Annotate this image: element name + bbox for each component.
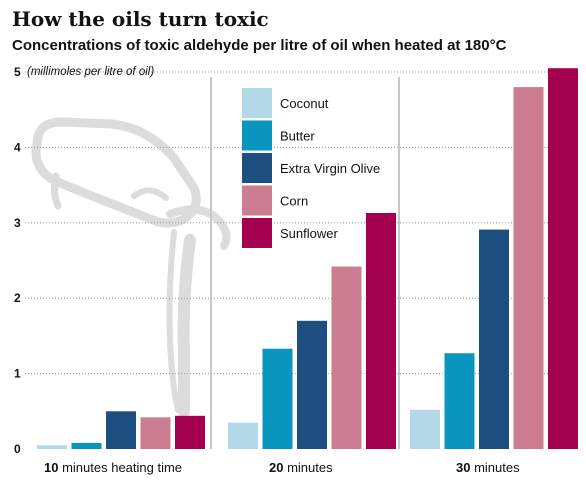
bar-butter-group-2 [262, 348, 293, 449]
legend-swatch [242, 185, 272, 216]
group-dividers [210, 77, 400, 449]
bar-corn-group-2 [331, 266, 362, 449]
bar-extra-virgin-olive-group-3 [479, 229, 509, 449]
legend-swatch [242, 120, 272, 151]
legend: Coconut Butter Extra Virgin Olive Corn Sunfl… [242, 88, 380, 248]
chart-subtitle: Concentrations of toxic aldehyde per lit… [12, 37, 507, 54]
bar-coconut-group-3 [410, 409, 440, 449]
x-category-label: 20 minutes [269, 460, 333, 475]
oil-pour-icon [31, 117, 231, 418]
x-category-label: 30 minutes [456, 460, 520, 475]
y-tick-label: 3 [14, 216, 21, 230]
x-axis-categories: 10 minutes heating time 20 minutes 30 minu… [44, 460, 520, 475]
chart-title: How the oils turn toxic [12, 7, 269, 31]
bar-butter-group-3 [444, 353, 475, 449]
y-tick-label: 0 [14, 442, 21, 456]
legend-label: Coconut [280, 96, 329, 111]
legend-label: Extra Virgin Olive [280, 161, 380, 176]
bar-extra-virgin-olive-group-1 [106, 411, 136, 449]
bar-sunflower-group-3 [548, 68, 578, 449]
y-tick-label: 1 [14, 367, 21, 381]
y-tick-label: 2 [14, 291, 21, 305]
bar-coconut-group-2 [228, 422, 258, 449]
bar-extra-virgin-olive-group-2 [297, 320, 327, 449]
y-tick-label: 5 [14, 65, 21, 79]
bar-sunflower-group-2 [366, 212, 396, 449]
bar-coconut-group-1 [37, 445, 67, 449]
bar-butter-group-1 [71, 442, 102, 449]
bar-corn-group-1 [140, 417, 171, 449]
legend-swatch [242, 88, 272, 118]
legend-swatch [242, 153, 272, 183]
x-category-label: 10 minutes heating time [44, 460, 182, 475]
y-axis-ticks: 0 1 2 3 4 5 [14, 65, 21, 456]
legend-label: Butter [280, 129, 315, 144]
bar-sunflower-group-1 [175, 415, 205, 449]
y-axis-unit-label: (millimoles per litre of oil) [27, 66, 154, 78]
bar-corn-group-3 [513, 87, 544, 449]
legend-label: Corn [280, 194, 308, 209]
bars [37, 68, 578, 449]
legend-label: Sunflower [280, 226, 338, 241]
y-tick-label: 4 [14, 140, 21, 154]
legend-swatch [242, 218, 272, 248]
